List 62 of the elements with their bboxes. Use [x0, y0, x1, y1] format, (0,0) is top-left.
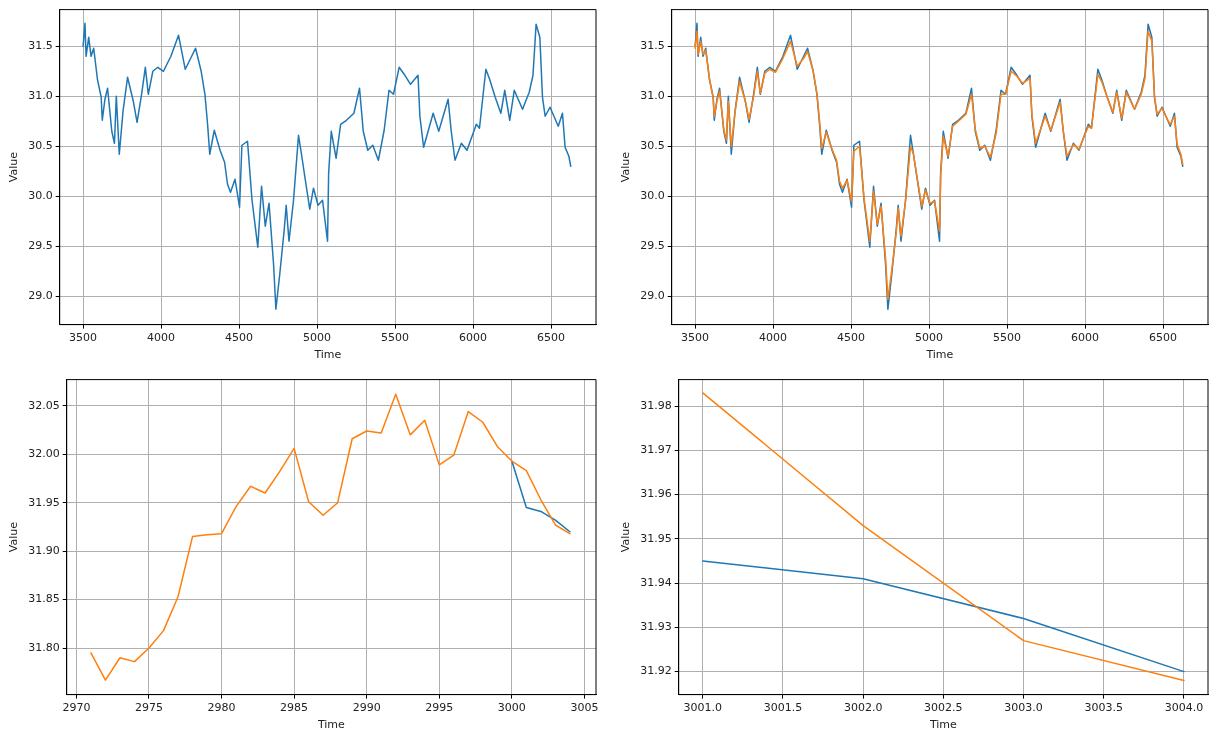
x-tick-label: 2980 — [207, 701, 236, 715]
x-tick-label: 3001.5 — [763, 701, 803, 715]
y-tick-label: 31.92 — [640, 664, 672, 678]
x-tick-label: 6500 — [537, 331, 566, 345]
y-tick-label: 30.5 — [640, 139, 665, 153]
x-tick-label: 4500 — [837, 331, 866, 345]
x-tick-label: 3001.0 — [683, 701, 722, 715]
x-tick-label: 3500 — [681, 331, 710, 345]
y-tick-label: 30.5 — [28, 139, 53, 153]
y-tick-label: 31.94 — [640, 575, 672, 589]
y-tick-label: 31.93 — [640, 620, 672, 634]
x-tick-label: 3002.0 — [843, 701, 883, 715]
y-tick-label: 31.90 — [28, 544, 60, 558]
x-tick-label: 3003.5 — [1084, 701, 1123, 715]
x-tick-label: 4000 — [759, 331, 788, 345]
y-tick-label: 29.5 — [28, 239, 53, 253]
x-tick-label: 3500 — [69, 331, 98, 345]
x-axis-title: Time — [928, 718, 958, 732]
y-tick-label: 30.0 — [640, 189, 665, 203]
y-tick-label: 31.96 — [640, 487, 672, 501]
x-tick-label: 2995 — [425, 701, 454, 715]
x-tick-label: 3002.5 — [924, 701, 963, 715]
y-axis-title: Value — [619, 521, 633, 553]
x-axis-title: Time — [316, 718, 346, 732]
x-tick-label: 5000 — [915, 331, 944, 345]
x-tick-label: 4000 — [147, 331, 176, 345]
y-tick-label: 30.0 — [28, 189, 53, 203]
x-tick-label: 5500 — [993, 331, 1022, 345]
y-tick-label: 29.5 — [640, 239, 665, 253]
x-tick-label: 2985 — [280, 701, 309, 715]
x-tick-label: 3005 — [570, 701, 599, 715]
y-tick-label: 32.00 — [28, 447, 60, 461]
x-tick-label: 5500 — [381, 331, 410, 345]
x-tick-label: 6000 — [459, 331, 488, 345]
x-tick-label: 3003.0 — [1004, 701, 1043, 715]
x-axis-title: Time — [313, 348, 342, 362]
y-tick-label: 31.95 — [640, 531, 672, 545]
x-tick-label: 5000 — [303, 331, 332, 345]
x-tick-label: 2990 — [352, 701, 381, 715]
x-axis-title: Time — [925, 348, 954, 362]
y-tick-label: 29.0 — [640, 289, 665, 303]
y-tick-label: 31.80 — [28, 640, 60, 654]
x-tick-label: 3004.0 — [1164, 701, 1204, 715]
x-tick-label: 3000 — [497, 701, 526, 715]
y-tick-label: 31.85 — [28, 592, 60, 606]
x-tick-label: 6000 — [1071, 331, 1100, 345]
x-tick-label: 6500 — [1149, 331, 1178, 345]
y-tick-label: 32.05 — [28, 398, 60, 412]
y-tick-label: 31.97 — [640, 443, 672, 457]
x-tick-label: 2975 — [134, 701, 163, 715]
y-tick-label: 31.95 — [28, 495, 60, 509]
y-axis-title: Value — [7, 151, 21, 183]
y-tick-label: 31.0 — [28, 89, 53, 103]
y-tick-label: 29.0 — [28, 289, 53, 303]
y-axis-title: Value — [619, 151, 633, 183]
x-tick-label: 2970 — [62, 701, 91, 715]
y-tick-label: 31.5 — [28, 39, 53, 53]
x-tick-label: 4500 — [225, 331, 254, 345]
y-tick-label: 31.0 — [640, 89, 665, 103]
y-tick-label: 31.98 — [640, 399, 672, 412]
y-axis-title: Value — [7, 521, 21, 553]
y-tick-label: 31.5 — [640, 39, 665, 53]
